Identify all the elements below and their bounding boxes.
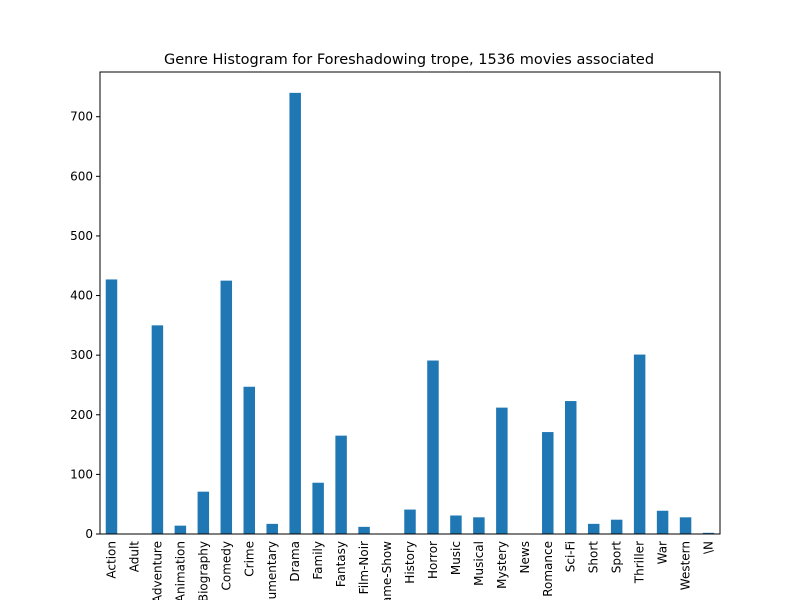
x-tick-label: Biography (196, 541, 210, 600)
bar-n (702, 532, 715, 534)
y-tick-label: 500 (70, 229, 93, 243)
bar-musical (473, 517, 485, 534)
x-tick-label: Adult (127, 541, 141, 573)
x-tick-label: Music (449, 541, 463, 575)
bar-horror (427, 360, 439, 534)
bar-comedy (220, 280, 233, 534)
y-tick-label: 400 (70, 289, 93, 303)
x-tick-label: Musical (472, 541, 486, 586)
x-tick-label: Crime (242, 541, 256, 577)
x-tick-label: Fantasy (334, 541, 348, 587)
x-tick-label: Sci-Fi (564, 541, 578, 572)
bar-action (105, 279, 118, 534)
chart-title: Genre Histogram for Foreshadowing trope,… (164, 52, 654, 68)
plot-frame (99, 71, 721, 535)
x-tick-label: Comedy (219, 541, 233, 591)
x-tick-label: Game-Show (380, 541, 394, 600)
x-tick-label: \N (702, 541, 716, 554)
bar-sport (610, 519, 623, 534)
x-tick-label: News (518, 541, 532, 573)
y-tick-label: 100 (70, 467, 93, 481)
x-tick-label: Family (311, 541, 325, 580)
x-tick-label: Romance (541, 541, 555, 597)
bar-fantasy (335, 435, 347, 534)
bar-film-noir (358, 526, 370, 534)
x-axis: Action Adult Adventure Animation Biography Co… (104, 541, 716, 600)
x-tick-label: History (403, 541, 417, 584)
bar-thriller (633, 354, 646, 534)
x-tick-label: Thriller (633, 541, 647, 584)
x-tick-label: Adventure (150, 541, 164, 600)
x-tick-label: Film-Noir (357, 541, 371, 594)
bar-sci-fi (565, 401, 577, 534)
x-tick-label: Western (679, 541, 693, 590)
bar-romance (542, 432, 554, 534)
bar-biography (197, 491, 210, 534)
y-tick-label: 600 (70, 169, 93, 183)
y-tick-label: 0 (85, 527, 93, 541)
x-tick-label: Sport (610, 541, 624, 574)
x-tick-label: Drama (288, 541, 302, 582)
bar-crime (243, 386, 255, 534)
bar-drama (289, 92, 301, 535)
y-tick-label: 300 (70, 348, 93, 362)
bar-mystery (496, 407, 508, 534)
bar-music (450, 515, 462, 534)
x-tick-label: Mystery (495, 541, 509, 589)
y-tick-label: 200 (70, 408, 93, 422)
bar-family (312, 482, 324, 534)
bar-short (587, 523, 600, 534)
bar-documentary (266, 523, 278, 534)
x-tick-label: Horror (426, 541, 440, 579)
bars-group (105, 92, 715, 535)
bar-western (679, 517, 692, 534)
bar-animation (174, 525, 187, 534)
bar-war (656, 510, 669, 534)
x-tick-label: Action (104, 541, 118, 579)
x-tick-label: Short (587, 541, 601, 573)
bar-adventure (151, 325, 164, 534)
y-axis: 0 100 200 300 400 500 600 700 (70, 110, 100, 541)
x-tick-label: Animation (173, 541, 187, 600)
y-tick-label: 700 (70, 110, 93, 124)
x-tick-label: War (656, 541, 670, 564)
x-tick-label: Documentary (265, 541, 279, 600)
bar-history (404, 509, 416, 534)
